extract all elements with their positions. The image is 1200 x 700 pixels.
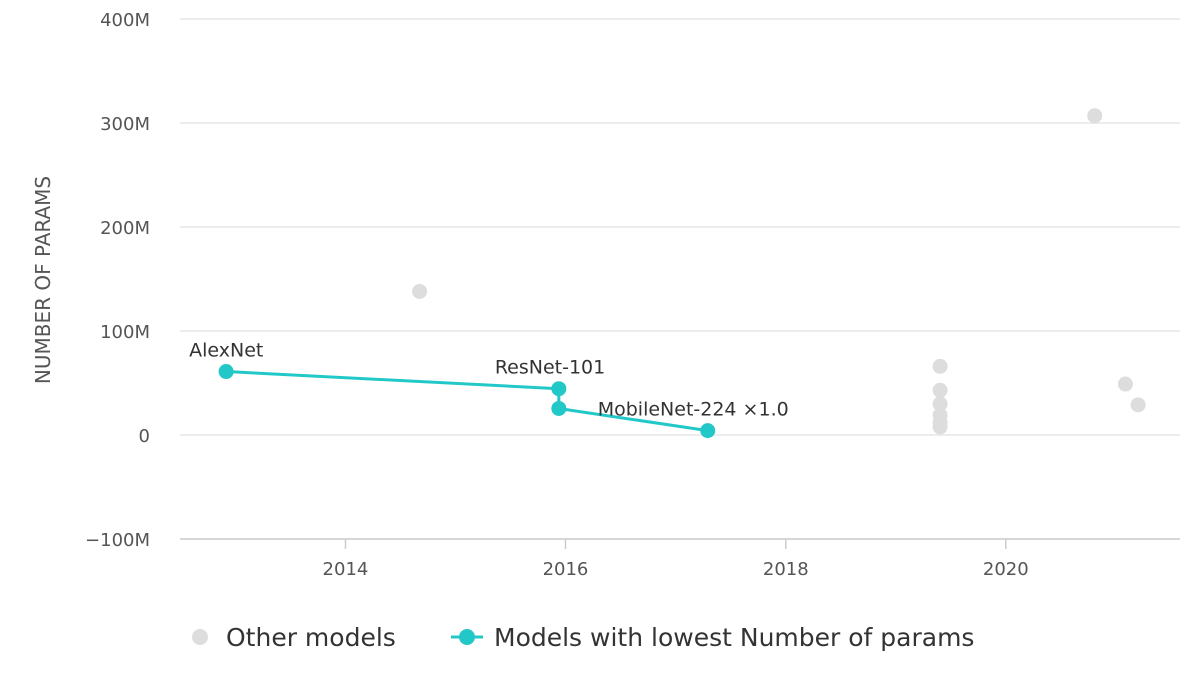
y-tick-label: 0	[139, 426, 150, 447]
x-axis: 2014 2016 2018 2020	[180, 538, 1180, 580]
legend: Other models Models with lowest Number of…	[192, 623, 974, 652]
x-tick-label: 2014	[323, 559, 369, 580]
series-other-models	[412, 108, 1146, 435]
y-tick-label: 200M	[100, 218, 150, 239]
y-axis-title: NUMBER OF PARAMS	[31, 176, 55, 384]
y-tick-label: 400M	[100, 10, 150, 31]
data-point-other	[932, 382, 948, 398]
x-tick-label: 2020	[983, 559, 1029, 580]
data-label: MobileNet-224 ×1.0	[598, 399, 789, 421]
data-point-other	[932, 396, 948, 412]
legend-label-other: Other models	[226, 623, 396, 652]
x-tick-label: 2016	[543, 559, 589, 580]
legend-label-lowest: Models with lowest Number of params	[494, 623, 974, 652]
y-tick-label: 100M	[100, 322, 150, 343]
y-tick-label: −100M	[85, 530, 150, 551]
data-point-lowest	[551, 400, 567, 416]
y-axis-ticks: 400M 300M 200M 100M 0 −100M	[85, 10, 150, 551]
data-point-lowest	[700, 423, 716, 439]
data-point-other	[412, 283, 428, 299]
data-label: AlexNet	[189, 340, 263, 362]
data-point-other	[932, 358, 948, 374]
series-lowest-params: AlexNet ResNet-101 MobileNet-224 ×1.0	[189, 340, 789, 439]
legend-marker-other	[192, 629, 208, 645]
data-point-other	[1117, 376, 1133, 392]
data-point-other	[1087, 108, 1103, 124]
data-point-lowest	[551, 381, 567, 397]
legend-marker-lowest	[459, 629, 475, 645]
y-tick-label: 300M	[100, 114, 150, 135]
series-line	[226, 370, 708, 433]
data-label: ResNet-101	[495, 357, 605, 379]
data-point-other	[932, 419, 948, 435]
data-point-lowest	[218, 364, 234, 380]
grid-lines	[180, 18, 1180, 540]
data-point-other	[1130, 397, 1146, 413]
x-tick-label: 2018	[763, 559, 809, 580]
